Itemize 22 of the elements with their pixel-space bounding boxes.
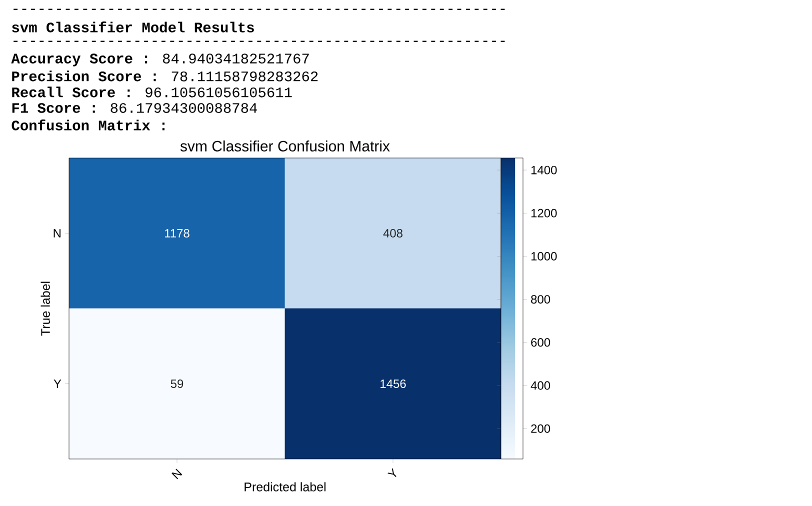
text: Confusion Matrix : <box>12 120 164 130</box>
text: Precision Score : 78.11158798283262 <box>12 70 318 82</box>
y-axis-title: True label <box>40 282 50 336</box>
color-bar-label: 200 <box>531 424 550 433</box>
data-label: 59 <box>170 379 184 388</box>
data-label: 1456 <box>380 379 406 388</box>
color-bar-label: 400 <box>530 381 550 390</box>
color-bar-label: 600 <box>531 338 550 347</box>
color-bar-label: 800 <box>531 295 550 304</box>
color-bar-label: 1400 <box>531 166 557 174</box>
chart-title: svm Classifier Confusion Matrix <box>180 140 390 152</box>
text: Accuracy Score : 84.94034182521767 <box>11 54 309 66</box>
text: F1 Score : 86.17934300088784 <box>12 103 257 113</box>
color-bar-label: 1200 <box>531 208 557 218</box>
color-bar-label: 1000 <box>531 252 557 260</box>
text: svm Classifier Model Results <box>12 22 254 32</box>
data-label: 408 <box>383 229 402 238</box>
text: --------------------------------------------------------- <box>14 8 505 10</box>
x-axis-title: Predicted label <box>244 482 326 492</box>
text: --------------------------------------------------------- <box>14 40 505 42</box>
text: Recall Score : 96.10561056105611 <box>12 86 292 98</box>
data-label: 1178 <box>165 229 190 238</box>
